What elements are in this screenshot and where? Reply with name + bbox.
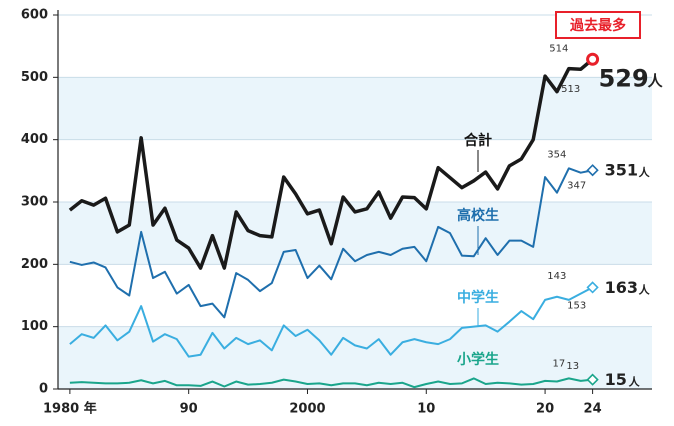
end-value: 351 (605, 161, 638, 180)
y-tick-label: 0 (39, 382, 48, 397)
data-label: 13 (566, 361, 579, 372)
x-tick-label: 1980 年 (43, 401, 97, 417)
y-tick-label: 300 (21, 195, 48, 210)
series-name: 合計 (464, 132, 492, 149)
series-line (69, 286, 594, 358)
series-name: 中学生 (457, 289, 499, 306)
series-line (69, 377, 593, 389)
data-label: 354 (547, 149, 566, 160)
end-unit: 人 (648, 72, 664, 90)
series-line (68, 57, 594, 270)
x-tick-label: 20 (536, 402, 554, 417)
y-tick-label: 600 (21, 8, 48, 23)
data-label: 514 (549, 44, 568, 55)
end-value: 163 (605, 278, 638, 297)
end-marker (586, 373, 599, 386)
data-label: 17 (552, 358, 565, 369)
y-tick-label: 500 (21, 70, 48, 85)
data-label: 143 (547, 271, 566, 282)
data-label: 153 (567, 301, 586, 312)
end-marker (586, 52, 600, 66)
badge: 過去最多 (569, 17, 626, 34)
end-unit: 人 (629, 375, 641, 389)
end-value: 529 (599, 64, 649, 92)
badge-box (555, 11, 641, 39)
data-label: 347 (567, 181, 586, 192)
end-marker (586, 164, 599, 177)
series-name: 高校生 (457, 207, 499, 224)
series-line (69, 167, 593, 319)
y-tick-label: 200 (21, 257, 48, 272)
series-name: 小学生 (457, 351, 499, 368)
data-label: 513 (561, 84, 580, 95)
x-tick-label: 24 (584, 402, 602, 417)
end-unit: 人 (639, 165, 651, 179)
end-unit: 人 (639, 282, 651, 296)
band (58, 326, 652, 389)
y-tick-label: 100 (21, 319, 48, 334)
x-tick-label: 2000 (289, 402, 325, 417)
end-value: 15 (605, 370, 627, 389)
y-tick-label: 400 (21, 132, 48, 147)
x-tick-label: 10 (417, 402, 435, 417)
x-tick-label: 90 (180, 402, 198, 417)
end-marker (586, 281, 599, 294)
